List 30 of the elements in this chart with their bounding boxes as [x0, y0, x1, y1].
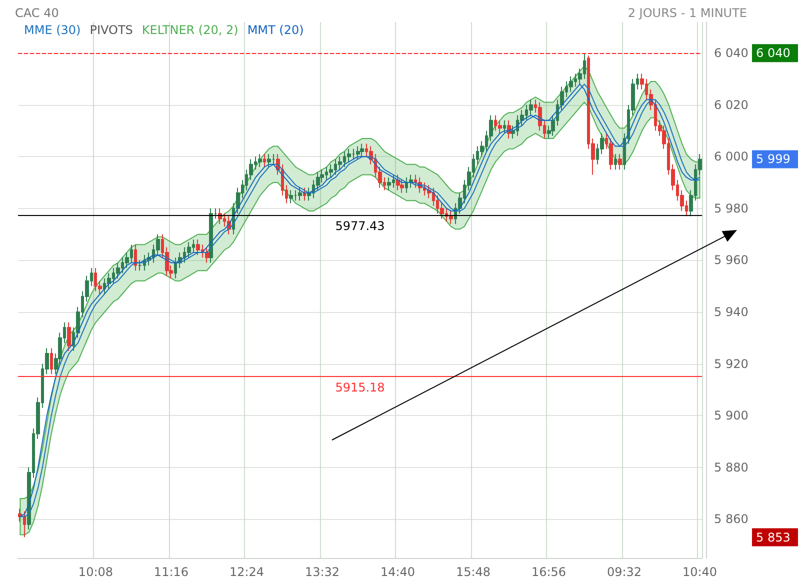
y-tick-label: 5 940	[714, 305, 748, 320]
y-tick-label: 6 000	[714, 150, 748, 164]
y-tick-label: 6 020	[714, 98, 748, 112]
y-tick-label: 5 880	[714, 460, 748, 474]
y-tick-label: 6 040	[714, 46, 748, 60]
x-tick-label: 12:24	[229, 565, 264, 579]
x-tick-label: 09:32	[606, 565, 642, 579]
chart-title: CAC 40	[15, 6, 59, 20]
annotation: PIVOTS	[90, 23, 133, 37]
x-tick-label: 10:08	[78, 565, 114, 579]
y-tick-label: 5 960	[714, 253, 748, 268]
y-tick-label: 5 920	[714, 356, 748, 371]
chart-subtitle: 2 JOURS - 1 MINUTE	[628, 6, 748, 20]
text: MMT (20)	[247, 23, 304, 37]
text: 5 999	[756, 152, 790, 166]
text: MME (30)	[24, 23, 81, 37]
text: KELTNER (20, 2)	[142, 23, 238, 37]
text: 5 853	[756, 530, 790, 544]
y-tick-label: 5 860	[714, 512, 748, 526]
x-tick-label: 11:16	[154, 565, 189, 579]
y-tick-label: 5 980	[714, 201, 748, 216]
x-tick-label: 14:40	[380, 565, 416, 579]
ref-line-label: 5915.18	[335, 380, 385, 394]
x-tick-label: 13:32	[304, 565, 340, 579]
text: 6 040	[756, 46, 790, 60]
ref-line-label: 5977.43	[335, 219, 385, 234]
y-tick-label: 5 900	[714, 408, 748, 423]
x-tick-label: 16:56	[531, 565, 566, 579]
x-tick-label: 15:48	[456, 565, 491, 579]
x-tick-label: 10:40	[682, 565, 718, 579]
